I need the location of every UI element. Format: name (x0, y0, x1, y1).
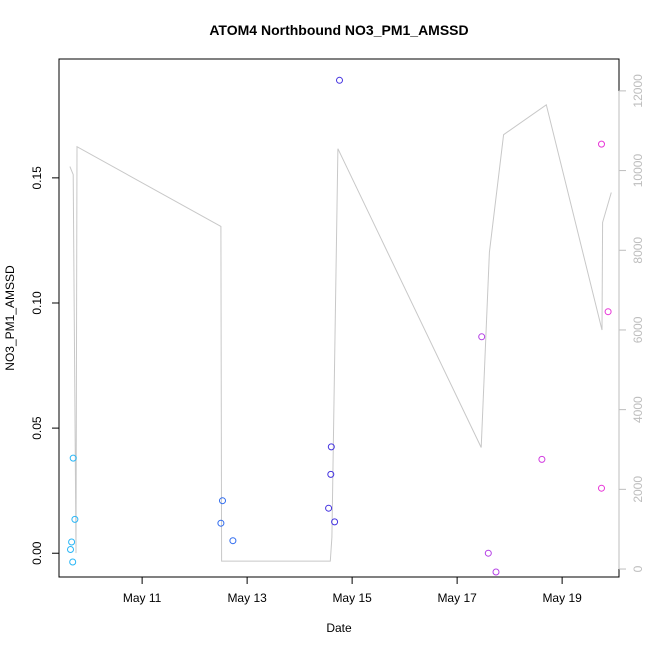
plot-frame (58, 58, 620, 578)
right-y-tick-label: 0 (631, 565, 645, 572)
data-point (71, 515, 79, 523)
data-point (229, 537, 237, 545)
data-point (217, 519, 225, 527)
data-point (327, 470, 335, 478)
data-point (492, 568, 500, 576)
x-tick-label: May 13 (227, 591, 267, 605)
data-point (598, 140, 605, 148)
data-point (538, 455, 546, 463)
y-tick-label: 0.05 (30, 416, 44, 440)
data-point (604, 308, 612, 316)
x-tick-label: May 17 (437, 591, 477, 605)
right-axis-series-layer (69, 103, 612, 562)
data-point (67, 546, 74, 553)
data-point (478, 333, 486, 341)
data-point (69, 558, 77, 566)
right-y-tick-label: 6000 (631, 316, 645, 343)
x-axis: May 11 May 13 May 15 May 17 May 19 (123, 576, 582, 605)
data-point (327, 443, 335, 451)
x-axis-label: Date (326, 621, 352, 635)
y-axis-label: NO3_PM1_AMSSD (3, 265, 17, 371)
data-point (598, 484, 605, 492)
data-point (331, 518, 339, 526)
right-y-tick-label: 12000 (631, 74, 645, 108)
right-y-tick-label: 4000 (631, 396, 645, 423)
x-tick-label: May 15 (332, 591, 372, 605)
data-point (484, 549, 492, 557)
y-tick-label: 0.15 (30, 166, 44, 190)
x-tick-label: May 19 (542, 591, 582, 605)
data-point (68, 538, 76, 546)
right-y-tick-label: 10000 (631, 154, 645, 188)
data-point (325, 504, 333, 512)
right-y-tick-label: 2000 (631, 476, 645, 503)
right-y-tick-label: 8000 (631, 237, 645, 264)
data-point (336, 76, 343, 84)
x-tick-label: May 11 (123, 591, 162, 605)
y-tick-label: 0.00 (30, 541, 44, 565)
right-y-axis: 0 2000 4000 6000 8000 10000 12000 (618, 74, 645, 572)
chart-title: ATOM4 Northbound NO3_PM1_AMSSD (209, 22, 468, 38)
points-layer (67, 76, 612, 576)
y-tick-label: 0.10 (30, 291, 44, 315)
y-axis: 0.00 0.05 0.10 0.15 (30, 166, 60, 565)
data-point (219, 497, 226, 505)
data-point (69, 454, 77, 462)
right-axis-series-line (69, 103, 612, 562)
